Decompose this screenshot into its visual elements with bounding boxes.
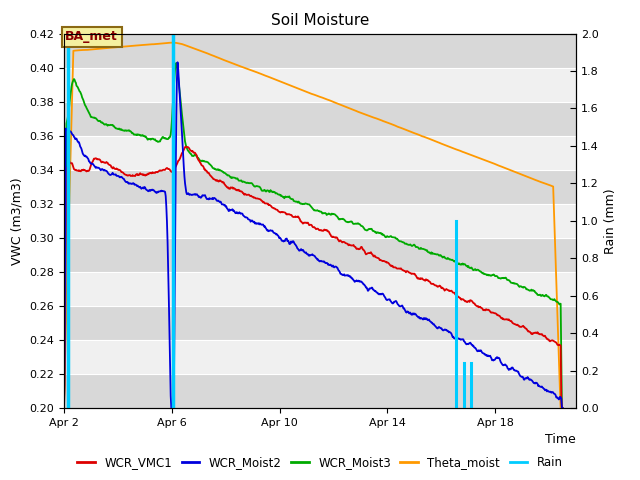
Title: Soil Moisture: Soil Moisture — [271, 13, 369, 28]
WCR_Moist2 — [378, 291, 386, 297]
WCR_Moist3 — [439, 255, 447, 261]
WCR_Moist3 — [490, 272, 498, 277]
WCR_Moist2 — [91, 163, 99, 169]
Line: WCR_Moist2: WCR_Moist2 — [64, 62, 563, 408]
Bar — [64, 340, 576, 374]
X-axis label: Time: Time — [545, 433, 576, 446]
WCR_Moist3 — [378, 232, 386, 238]
Bar — [64, 102, 576, 136]
WCR_Moist2 — [350, 278, 358, 284]
WCR_Moist3 — [350, 221, 358, 227]
Bar — [64, 272, 576, 306]
Theta_moist — [168, 40, 175, 46]
Line: Theta_moist: Theta_moist — [64, 43, 563, 408]
WCR_VMC1 — [182, 144, 189, 149]
WCR_VMC1 — [490, 310, 498, 316]
Theta_moist — [378, 118, 386, 123]
Bar — [64, 136, 576, 170]
Bar — [64, 238, 576, 272]
WCR_VMC1 — [439, 285, 447, 291]
Theta_moist — [60, 397, 68, 403]
WCR_Moist2 — [60, 405, 68, 411]
Theta_moist — [439, 141, 447, 147]
WCR_VMC1 — [559, 405, 566, 411]
Legend: WCR_VMC1, WCR_Moist2, WCR_Moist3, Theta_moist, Rain: WCR_VMC1, WCR_Moist2, WCR_Moist3, Theta_… — [72, 452, 568, 474]
Theta_moist — [364, 112, 371, 118]
WCR_VMC1 — [60, 405, 68, 411]
Bar — [64, 170, 576, 204]
WCR_VMC1 — [378, 258, 386, 264]
WCR_Moist3 — [364, 228, 371, 233]
Bar — [64, 374, 576, 408]
Theta_moist — [91, 46, 99, 52]
Text: BA_met: BA_met — [65, 30, 118, 43]
WCR_Moist3 — [60, 405, 68, 411]
Theta_moist — [557, 405, 564, 411]
WCR_Moist2 — [490, 357, 498, 363]
WCR_Moist3 — [559, 405, 566, 411]
WCR_Moist3 — [91, 115, 99, 120]
Theta_moist — [350, 107, 358, 113]
Y-axis label: VWC (m3/m3): VWC (m3/m3) — [11, 177, 24, 264]
WCR_Moist2 — [173, 60, 181, 65]
Line: WCR_VMC1: WCR_VMC1 — [64, 146, 563, 408]
WCR_VMC1 — [350, 243, 358, 249]
Line: WCR_Moist3: WCR_Moist3 — [64, 63, 563, 408]
WCR_Moist2 — [439, 327, 447, 333]
Bar — [64, 34, 576, 68]
Bar — [64, 306, 576, 340]
Y-axis label: Rain (mm): Rain (mm) — [604, 188, 617, 253]
Bar — [64, 204, 576, 238]
WCR_VMC1 — [91, 156, 99, 162]
WCR_Moist2 — [559, 405, 566, 411]
Theta_moist — [559, 405, 566, 411]
Bar — [64, 68, 576, 102]
WCR_Moist2 — [364, 286, 371, 292]
WCR_Moist3 — [172, 60, 180, 66]
Theta_moist — [490, 161, 498, 167]
WCR_VMC1 — [364, 251, 371, 256]
